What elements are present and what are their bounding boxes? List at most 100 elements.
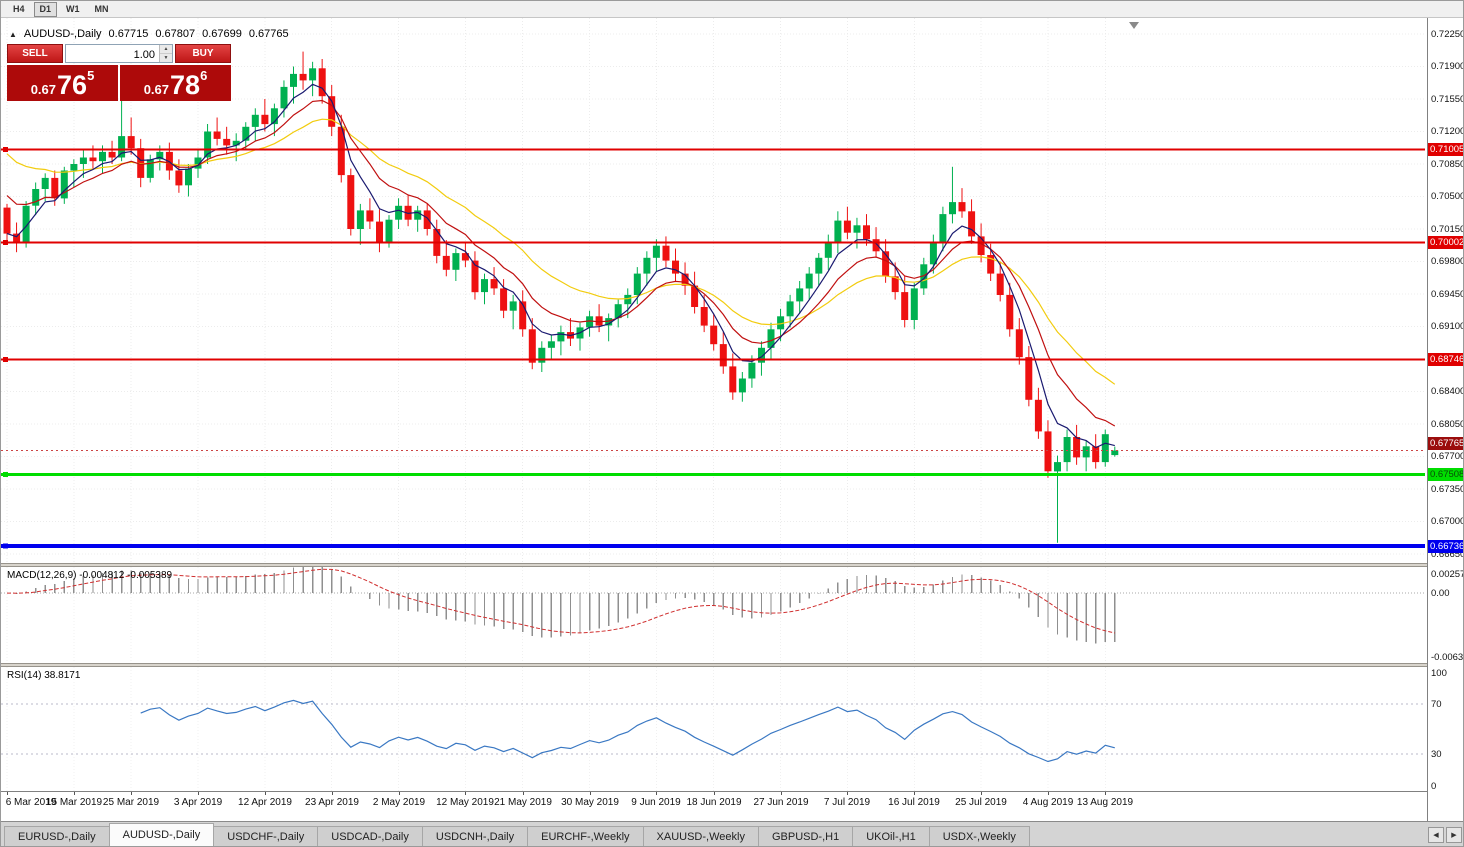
time-axis-tick [131, 792, 132, 795]
time-axis-label: 12 Apr 2019 [238, 797, 292, 808]
level-price-label[interactable]: 0.71005 [1428, 143, 1464, 156]
buy-button[interactable]: BUY [175, 44, 231, 63]
panel-divider[interactable] [1, 663, 1427, 667]
time-axis-tick [847, 792, 848, 795]
spinner-down-icon[interactable]: ▼ [160, 54, 172, 62]
one-click-collapse-icon[interactable]: ▲ [9, 29, 17, 39]
ohlc-low: 0.67699 [202, 28, 242, 40]
timeframe-toolbar: H4 D1 W1 MN [1, 1, 1463, 18]
moving-averages-layer [6, 83, 1116, 449]
time-axis-label: 2 May 2019 [372, 797, 426, 808]
chart-tab-eurchfweekly[interactable]: EURCHF-,Weekly [527, 826, 644, 846]
chart-tab-usdcnhdaily[interactable]: USDCNH-,Daily [421, 826, 529, 846]
one-click-trading-panel: SELL ▲ ▼ BUY 0.67 76 5 0.67 [7, 44, 231, 101]
chart-shift-marker-icon[interactable] [1129, 22, 1139, 29]
tf-button-d1[interactable]: D1 [33, 1, 58, 17]
time-axis-label: 7 Jul 2019 [823, 797, 871, 808]
tf-button-w1[interactable]: W1 [66, 3, 80, 14]
macd-scale-zero: 0.00 [1431, 588, 1450, 599]
chart-tab-xauusdweekly[interactable]: XAUUSD-,Weekly [642, 826, 759, 846]
level-price-label[interactable]: 0.67508 [1428, 468, 1464, 481]
time-axis-label: 23 Apr 2019 [305, 797, 359, 808]
time-axis-label: 27 Jun 2019 [753, 797, 809, 808]
tab-scroll-controls: ◀ ▶ [1428, 827, 1462, 843]
time-axis-label: 4 Aug 2019 [1022, 797, 1074, 808]
price-tick-label: 0.68050 [1431, 419, 1464, 430]
chart-tab-gbpusdh1[interactable]: GBPUSD-,H1 [757, 826, 854, 846]
price-tick-label: 0.69450 [1431, 289, 1464, 300]
time-axis-label: 16 Jul 2019 [888, 797, 940, 808]
price-scale[interactable]: 0.72250 0.71900 0.71550 0.71200 0.70850 0.705… [1427, 18, 1464, 821]
tf-button-h4[interactable]: H4 [13, 3, 25, 14]
price-tick-label: 0.71200 [1431, 126, 1464, 137]
macd-scale-min: -0.006326 [1431, 652, 1464, 663]
level-price-label[interactable]: 0.70002 [1428, 236, 1464, 249]
price-chart-canvas[interactable] [1, 18, 1425, 563]
spinner-up-icon[interactable]: ▲ [160, 45, 172, 54]
tf-button-mn[interactable]: MN [94, 3, 109, 14]
time-axis-tick [198, 792, 199, 795]
time-axis-label: 25 Mar 2019 [102, 797, 160, 808]
volume-input[interactable] [66, 46, 172, 64]
rsi-indicator-label: RSI(14) 38.8171 [7, 670, 81, 681]
chart-tab-bar: EURUSD-,Daily AUDUSD-,Daily USDCHF-,Daily U… [1, 821, 1463, 846]
price-tick-label: 0.72250 [1431, 29, 1464, 40]
level-price-label[interactable]: 0.66736 [1428, 540, 1464, 553]
time-axis-tick [399, 792, 400, 795]
sell-price-display[interactable]: 0.67 76 5 [7, 65, 118, 101]
tab-scroll-left-icon[interactable]: ◀ [1428, 827, 1444, 843]
buy-price-base: 0.67 [143, 82, 170, 98]
time-axis-label: 25 Jul 2019 [955, 797, 1007, 808]
price-tick-label: 0.70150 [1431, 224, 1464, 235]
time-axis-label: 3 Apr 2019 [173, 797, 223, 808]
price-tick-label: 0.69800 [1431, 256, 1464, 267]
time-axis-label: 6 Mar 2019 [5, 797, 57, 808]
chart-tab-eurusddaily[interactable]: EURUSD-,Daily [4, 826, 110, 846]
level-price-label[interactable]: 0.68746 [1428, 353, 1464, 366]
horizontal-levels-layer[interactable] [1, 147, 1425, 549]
rsi-chart-canvas[interactable] [1, 667, 1425, 791]
time-axis-label: 21 May 2019 [494, 797, 552, 808]
price-tick-label: 0.70500 [1431, 191, 1464, 202]
sell-button[interactable]: SELL [7, 44, 63, 63]
macd-scale-max: 0.002574 [1431, 569, 1463, 580]
time-axis-tick [265, 792, 266, 795]
chart-tab-usdxweekly[interactable]: USDX-,Weekly [928, 826, 1030, 846]
rsi-scale-label: 100 [1431, 668, 1447, 679]
macd-indicator-label: MACD(12,26,9) -0.004812 -0.005389 [7, 570, 173, 581]
tab-scroll-right-icon[interactable]: ▶ [1446, 827, 1462, 843]
ohlc-close: 0.67765 [248, 28, 289, 40]
time-axis-label: 9 Jun 2019 [631, 797, 681, 808]
time-axis-label: 15 Mar 2019 [45, 797, 103, 808]
sell-price-base: 0.67 [30, 82, 57, 98]
buy-price-sup: 6 [200, 68, 208, 83]
time-axis-tick [74, 792, 75, 795]
chart-tab-ukoilh1[interactable]: UKOil-,H1 [852, 826, 930, 846]
current-bid-label: 0.67765 [1428, 437, 1464, 450]
time-axis-tick [7, 792, 8, 795]
time-axis-tick [714, 792, 715, 795]
chart-area[interactable]: 6 Mar 2019 15 Mar 2019 25 Mar 2019 3 Apr 20… [1, 18, 1427, 821]
time-axis-tick [523, 792, 524, 795]
time-axis-tick [332, 792, 333, 795]
sell-price-big: 76 [57, 70, 88, 101]
chart-tab-usdchfdaily[interactable]: USDCHF-,Daily [213, 826, 319, 846]
chart-tab-usdcaddaily[interactable]: USDCAD-,Daily [317, 826, 423, 846]
volume-spinner: ▲ ▼ [159, 45, 172, 62]
chart-tab-audusddaily[interactable]: AUDUSD-,Daily [108, 823, 215, 846]
time-axis[interactable]: 6 Mar 2019 15 Mar 2019 25 Mar 2019 3 Apr 20… [1, 791, 1427, 821]
time-axis-tick [1048, 792, 1049, 795]
panel-divider[interactable] [1, 563, 1427, 567]
macd-chart-canvas[interactable] [1, 567, 1425, 663]
price-tick-label: 0.71550 [1431, 94, 1464, 105]
buy-price-display[interactable]: 0.67 78 6 [120, 65, 231, 101]
time-axis-label: 12 May 2019 [436, 797, 494, 808]
time-axis-label: 13 Aug 2019 [1076, 797, 1134, 808]
time-axis-tick [781, 792, 782, 795]
chart-header: ▲ AUDUSD-,Daily 0.67715 0.67807 0.67699 … [9, 28, 289, 40]
time-axis-tick [465, 792, 466, 795]
candles-layer [3, 51, 1119, 543]
ohlc-open: 0.67715 [108, 28, 149, 40]
time-axis-label: 18 Jun 2019 [686, 797, 742, 808]
macd-histogram [15, 567, 1116, 644]
